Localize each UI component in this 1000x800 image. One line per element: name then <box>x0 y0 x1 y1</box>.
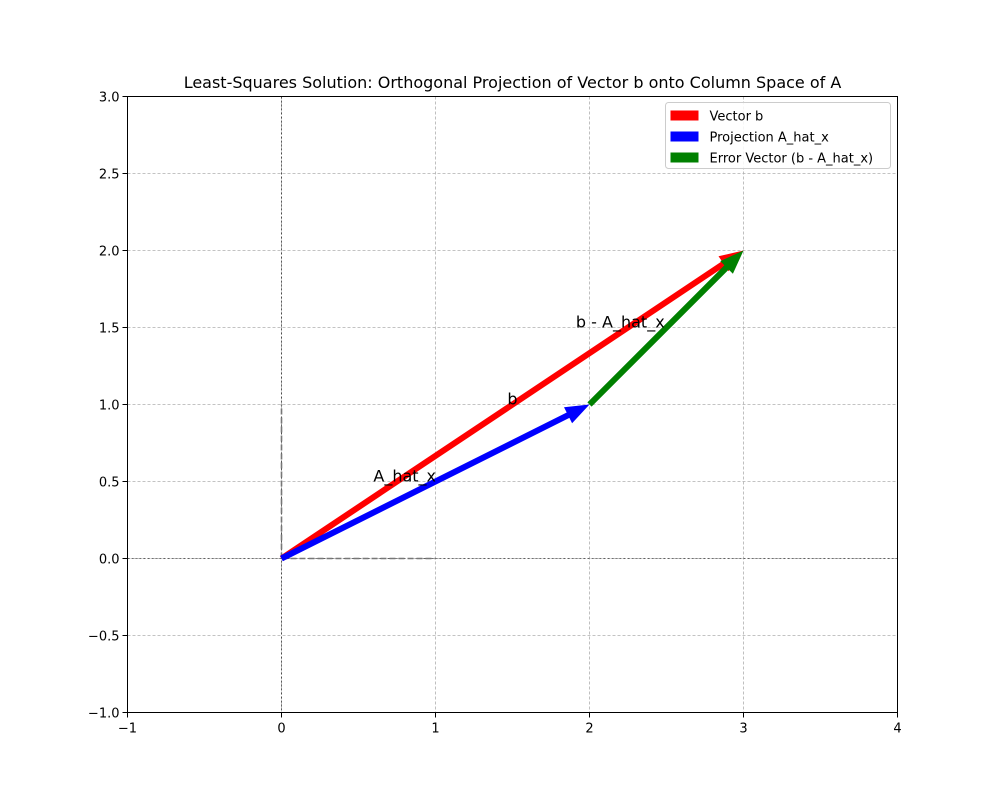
x-tick-label: 2 <box>585 722 593 737</box>
y-tick-label: 0.0 <box>99 553 120 568</box>
arrow-1 <box>280 404 590 562</box>
legend-swatch <box>670 152 699 163</box>
x-tick-label: 4 <box>893 722 901 737</box>
x-tick-label: 0 <box>277 722 285 737</box>
legend-swatch <box>670 110 699 121</box>
y-tick-label: 2.5 <box>99 168 120 183</box>
y-tick-label: 1.0 <box>99 399 120 414</box>
legend-label: Error Vector (b - A_hat_x) <box>710 152 874 167</box>
x-tick-label: −1 <box>118 722 137 737</box>
x-tick-label: 1 <box>431 722 439 737</box>
y-tick-label: 2.0 <box>99 245 120 260</box>
legend-swatch <box>670 131 699 142</box>
chart-title: Least-Squares Solution: Orthogonal Proje… <box>184 73 842 92</box>
annotation-label: A_hat_x <box>373 467 436 487</box>
annotation-label: b <box>507 390 517 409</box>
y-tick-label: −1.0 <box>88 707 120 722</box>
y-tick-label: −0.5 <box>88 630 120 645</box>
arrow-0 <box>279 250 744 561</box>
legend-box <box>665 102 891 169</box>
plot-area: b A_hat_x b - A_hat_x −1 0 1 2 3 4 −1.0 −0.5 0.0 0.5… <box>88 91 902 737</box>
y-tick-label: 0.5 <box>99 476 120 491</box>
annotation-label: b - A_hat_x <box>576 313 665 333</box>
y-tick-label: 3.0 <box>99 91 120 106</box>
y-tick-label: 1.5 <box>99 322 120 337</box>
legend-label: Projection A_hat_x <box>710 131 830 146</box>
x-tick-label: 3 <box>739 722 747 737</box>
legend-label: Vector b <box>710 110 764 125</box>
arrow-2 <box>587 250 744 407</box>
